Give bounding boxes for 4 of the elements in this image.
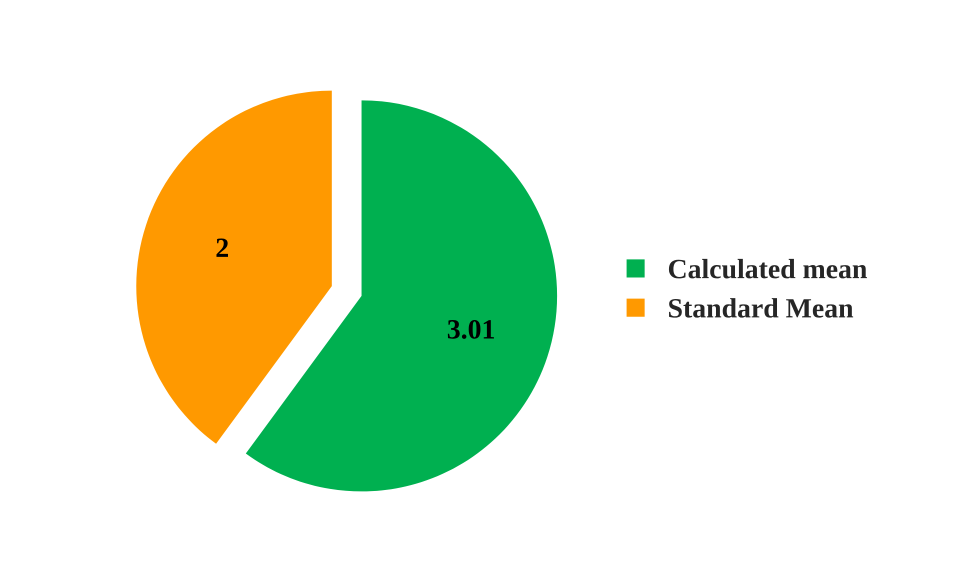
legend-label: Standard Mean	[669, 298, 854, 318]
data-label: 3.01	[448, 320, 494, 339]
data-label: 2	[216, 238, 228, 257]
legend-label: Calculated mean	[668, 258, 867, 278]
